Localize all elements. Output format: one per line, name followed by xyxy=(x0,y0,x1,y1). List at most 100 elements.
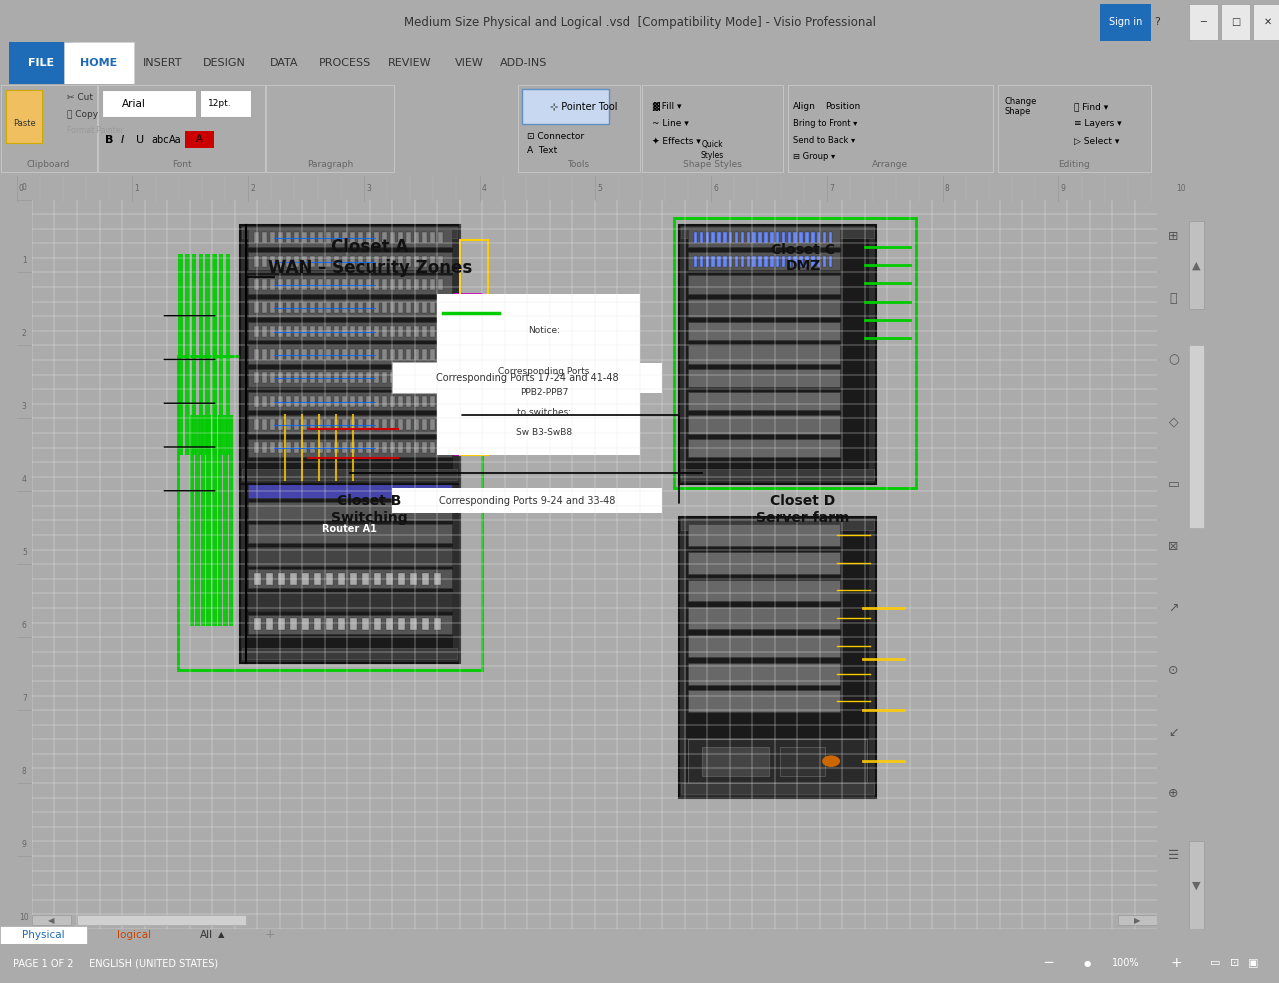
Bar xyxy=(310,325,315,336)
Bar xyxy=(350,618,357,630)
Bar xyxy=(248,592,451,610)
Bar xyxy=(674,218,916,488)
Text: 5: 5 xyxy=(22,548,27,557)
Bar xyxy=(688,369,840,387)
Text: ☰: ☰ xyxy=(1168,849,1179,862)
Bar xyxy=(688,229,840,247)
Bar xyxy=(718,232,721,244)
Text: 🔍 Find ▾: 🔍 Find ▾ xyxy=(1074,102,1109,111)
Bar xyxy=(341,419,347,430)
Text: 5: 5 xyxy=(597,184,602,194)
Bar xyxy=(373,419,379,430)
Text: Router A1: Router A1 xyxy=(322,524,377,534)
Bar xyxy=(682,783,874,794)
Bar xyxy=(700,256,703,266)
Bar xyxy=(405,419,411,430)
Bar xyxy=(248,388,451,407)
Bar xyxy=(310,419,315,430)
Text: ▲: ▲ xyxy=(217,930,224,940)
Bar xyxy=(270,442,275,453)
Bar xyxy=(366,256,371,266)
Text: Aa: Aa xyxy=(169,136,182,145)
Bar xyxy=(829,256,833,266)
Bar xyxy=(454,294,482,315)
Bar xyxy=(358,349,363,360)
Bar xyxy=(811,232,815,244)
Bar xyxy=(373,325,379,336)
Bar xyxy=(729,256,733,266)
Bar xyxy=(247,232,453,477)
Bar xyxy=(0,926,87,944)
Bar xyxy=(799,256,803,266)
Bar xyxy=(414,442,420,453)
Bar xyxy=(253,442,258,453)
Bar xyxy=(6,90,42,144)
Bar xyxy=(688,438,840,457)
Bar xyxy=(706,256,709,266)
Bar xyxy=(266,86,394,172)
Bar xyxy=(711,232,715,244)
Bar xyxy=(817,232,820,244)
Bar xyxy=(398,303,403,314)
Bar xyxy=(437,294,640,455)
Bar xyxy=(285,442,290,453)
Bar xyxy=(1221,5,1250,40)
Bar xyxy=(334,303,339,314)
Bar xyxy=(341,232,347,244)
Bar xyxy=(302,349,307,360)
Bar xyxy=(688,607,840,629)
Bar xyxy=(302,618,310,630)
Bar xyxy=(459,240,487,455)
Bar xyxy=(253,396,258,407)
Bar xyxy=(741,256,744,266)
Bar xyxy=(350,392,357,404)
Bar xyxy=(310,442,315,453)
Bar xyxy=(350,573,357,585)
Bar xyxy=(793,232,797,244)
Bar xyxy=(326,373,331,383)
Bar xyxy=(362,392,370,404)
Bar xyxy=(219,255,224,455)
Bar xyxy=(302,442,307,453)
Bar xyxy=(434,618,441,630)
Bar xyxy=(781,232,785,244)
Bar xyxy=(679,225,876,484)
Bar xyxy=(454,387,482,408)
Bar xyxy=(422,373,427,383)
Bar xyxy=(302,256,307,266)
Bar xyxy=(405,232,411,244)
Text: Editing: Editing xyxy=(1059,160,1090,169)
Bar xyxy=(290,618,297,630)
Bar xyxy=(278,256,283,266)
Text: 8: 8 xyxy=(945,184,950,194)
Bar xyxy=(326,256,331,266)
Bar xyxy=(206,415,211,626)
Bar xyxy=(266,392,272,404)
Bar xyxy=(341,349,347,360)
Text: 8: 8 xyxy=(22,767,27,776)
Text: Closet B
Switching: Closet B Switching xyxy=(331,494,408,525)
Bar xyxy=(248,614,451,633)
Bar xyxy=(341,325,347,336)
Bar xyxy=(350,256,354,266)
Bar xyxy=(422,279,427,290)
Bar xyxy=(390,396,395,407)
Bar xyxy=(278,618,285,630)
Bar xyxy=(522,89,609,124)
Bar xyxy=(822,256,826,266)
Bar xyxy=(318,303,322,314)
Bar xyxy=(518,86,640,172)
Bar xyxy=(248,252,451,270)
Bar xyxy=(189,415,194,626)
Bar xyxy=(262,232,266,244)
Bar xyxy=(439,419,443,430)
Bar xyxy=(822,232,826,244)
Bar xyxy=(253,618,261,630)
Bar xyxy=(302,573,310,585)
Bar xyxy=(243,470,458,481)
Text: 💾: 💾 xyxy=(1170,292,1177,305)
Bar xyxy=(318,279,322,290)
Bar xyxy=(422,415,430,427)
Bar xyxy=(358,325,363,336)
Bar xyxy=(430,303,435,314)
